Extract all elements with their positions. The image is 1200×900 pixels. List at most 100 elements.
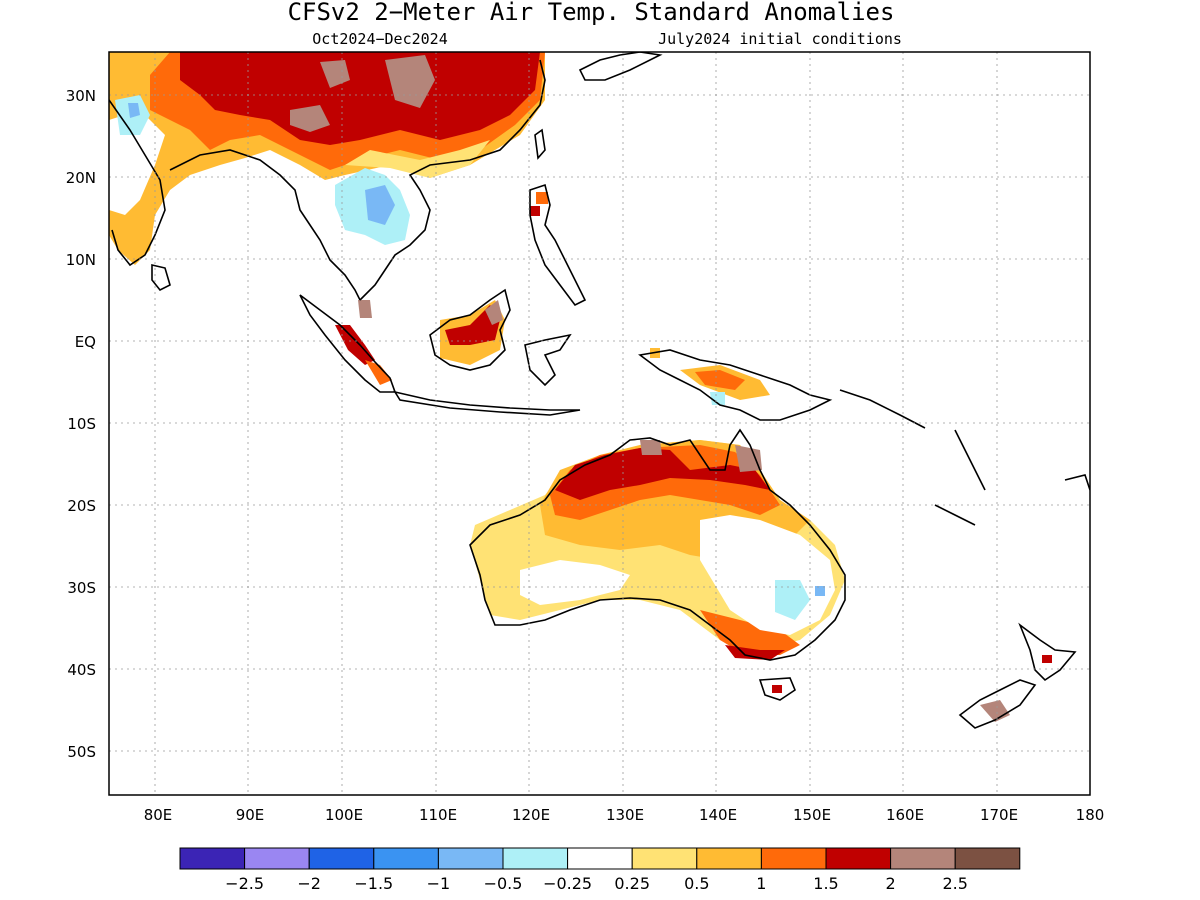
colorbar-label: 0.25 <box>614 874 650 893</box>
longitude-labels: 80E 90E 100E 110E 120E 130E 140E 150E 16… <box>144 806 1105 824</box>
coast-australia <box>469 428 846 661</box>
coastlines <box>109 52 1090 729</box>
colorbar-swatch <box>373 847 439 870</box>
colorbar: −2.5 −2 −1.5 −1 −0.5 −0.25 0.25 0.5 1 1.… <box>179 847 1021 893</box>
australia-extreme-patch-north <box>640 440 662 455</box>
colorbar-label: −0.5 <box>484 874 523 893</box>
colorbar-label: −1.5 <box>354 874 393 893</box>
new-zealand-anomaly <box>980 700 1010 722</box>
coast-fiji <box>1064 474 1090 491</box>
colorbar-label: −2 <box>297 874 321 893</box>
coast-sri-lanka <box>151 263 171 292</box>
lon-label: 150E <box>793 806 831 824</box>
philippines-anomaly <box>536 192 548 204</box>
colorbar-label: −2.5 <box>225 874 264 893</box>
australia-west-near-normal <box>520 560 630 605</box>
australia-cold-dot <box>815 586 825 596</box>
coast-solomon-islands <box>839 389 926 429</box>
coast-bay-of-bengal <box>169 149 361 301</box>
map-frame <box>108 51 1091 796</box>
graticule <box>109 52 1090 795</box>
lat-label: EQ <box>75 333 96 351</box>
coast-java <box>393 390 581 416</box>
colorbar-labels: −2.5 −2 −1.5 −1 −0.5 −0.25 0.25 0.5 1 1.… <box>225 874 968 893</box>
coast-new-zealand-south <box>958 679 1037 729</box>
india-cold-core <box>128 103 140 118</box>
colorbar-swatch <box>567 847 633 870</box>
asia-moderate-strip <box>345 140 490 178</box>
colorbar-label: 2 <box>886 874 896 893</box>
coast-sulawesi <box>524 333 572 387</box>
colorbar-label: 1.5 <box>813 874 838 893</box>
colorbar-swatch <box>954 847 1021 870</box>
coast-new-zealand-north <box>1018 622 1077 682</box>
lon-label: 180 <box>1076 806 1105 824</box>
lon-label: 100E <box>325 806 363 824</box>
lon-label: 160E <box>886 806 924 824</box>
colorbar-swatch <box>308 847 375 870</box>
coast-vanuatu <box>954 429 986 491</box>
lat-label: 40S <box>67 661 96 679</box>
colorbar-label: 0.5 <box>684 874 709 893</box>
latitude-labels: 30N 20N 10N EQ 10S 20S 30S 40S 50S <box>66 87 96 761</box>
coast-tasmania <box>758 677 796 701</box>
lat-label: 20S <box>67 497 96 515</box>
lon-label: 120E <box>512 806 550 824</box>
colorbar-swatch <box>244 847 310 870</box>
lon-label: 130E <box>606 806 644 824</box>
lat-label: 10S <box>67 415 96 433</box>
coast-india <box>109 99 166 267</box>
coast-borneo <box>429 288 511 371</box>
colorbar-swatch <box>825 847 892 870</box>
initial-conditions-label: July2024 initial conditions <box>658 30 902 48</box>
colorbar-label: −1 <box>427 874 451 893</box>
lon-label: 110E <box>419 806 457 824</box>
colorbar-swatch <box>502 847 569 870</box>
period-label: Oct2024−Dec2024 <box>312 30 447 48</box>
australia-southeast-red <box>725 645 785 660</box>
indochina-cold-core <box>365 185 395 225</box>
map-area <box>109 52 1090 795</box>
colorbar-swatch <box>631 847 698 870</box>
lon-label: 170E <box>980 806 1018 824</box>
coast-new-caledonia <box>934 504 976 526</box>
anomaly-shading <box>109 52 1052 722</box>
lat-label: 50S <box>67 743 96 761</box>
australia-cool-patch <box>775 580 810 620</box>
lon-label: 140E <box>699 806 737 824</box>
coast-japan <box>578 52 663 81</box>
map-title: CFSv2 2−Meter Air Temp. Standard Anomali… <box>288 0 895 26</box>
new-guinea-strong <box>695 370 745 390</box>
lon-label: 90E <box>236 806 265 824</box>
colorbar-swatch <box>890 847 956 870</box>
philippines-anomaly-2 <box>530 206 540 216</box>
coast-indochina <box>359 59 546 301</box>
australia-extreme-patch <box>735 445 762 472</box>
colorbar-swatch <box>760 847 827 870</box>
coast-new-guinea <box>638 349 833 421</box>
new-zealand-north-anomaly <box>1042 655 1052 663</box>
asia-extreme-patch-3 <box>290 105 330 132</box>
coast-taiwan <box>534 128 546 160</box>
lon-label: 80E <box>144 806 173 824</box>
colorbar-label: −0.25 <box>543 874 592 893</box>
borneo-strong-anomaly <box>445 305 500 345</box>
lat-label: 30N <box>66 87 96 105</box>
asia-extreme-patch-2 <box>320 60 350 88</box>
sumatra-south-anomaly <box>365 360 392 385</box>
lat-label: 30S <box>67 579 96 597</box>
asia-very-strong-anomaly <box>180 52 540 145</box>
sumatra-anomaly <box>335 325 375 365</box>
colorbar-swatch <box>437 847 504 870</box>
tasmania-anomaly <box>772 685 782 693</box>
colorbar-label: 2.5 <box>942 874 967 893</box>
australia-southeast-band <box>700 610 800 655</box>
lat-label: 20N <box>66 169 96 187</box>
colorbar-swatch <box>696 847 762 870</box>
australia-very-strong-anomaly <box>555 448 770 500</box>
india-cool-patch <box>109 110 165 215</box>
colorbar-swatches <box>179 847 1021 870</box>
coast-philippines <box>529 183 587 307</box>
colorbar-swatch <box>179 847 246 870</box>
